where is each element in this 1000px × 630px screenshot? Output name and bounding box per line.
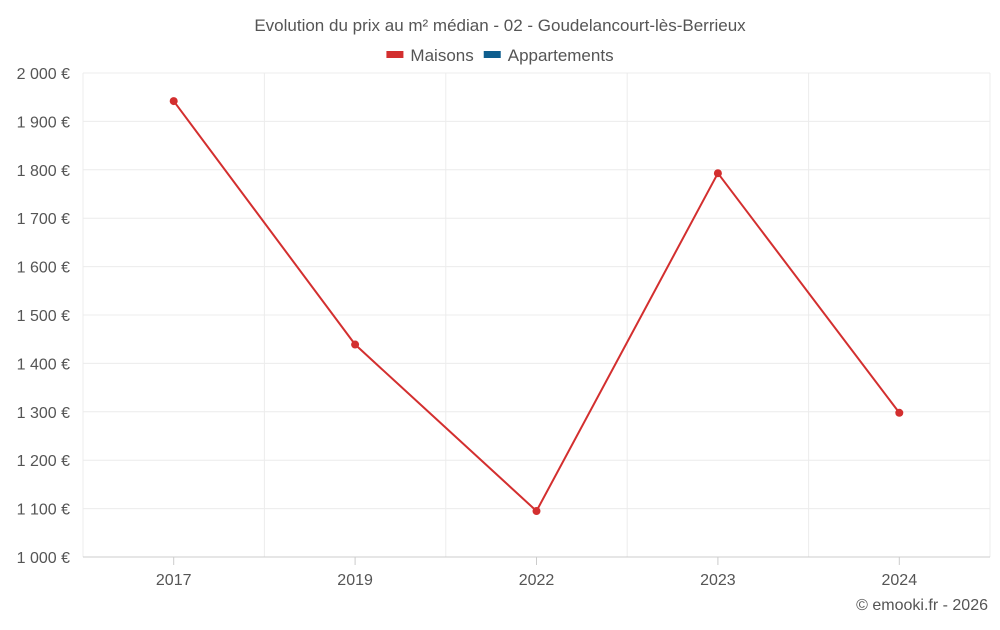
y-tick-label: 1 700 €: [17, 211, 70, 228]
y-tick-label: 1 300 €: [17, 405, 70, 422]
y-tick-label: 2 000 €: [17, 66, 70, 83]
y-tick-label: 1 100 €: [17, 502, 70, 519]
credit-text: © emooki.fr - 2026: [856, 597, 988, 614]
data-point[interactable]: [895, 408, 904, 417]
legend-item[interactable]: Appartements: [483, 46, 614, 65]
legend-item[interactable]: Maisons: [386, 46, 474, 65]
x-gridlines: [82, 73, 991, 557]
data-point[interactable]: [169, 97, 178, 106]
y-tick-label: 1 400 €: [17, 356, 70, 373]
x-axis-line: [83, 556, 990, 565]
series-points: [169, 97, 904, 516]
y-tick-label: 1 500 €: [17, 308, 70, 325]
x-axis-tick-labels: 2017 2019 2022 2023 2024: [156, 572, 917, 589]
data-point[interactable]: [713, 169, 722, 178]
legend: Maisons Appartements: [386, 46, 614, 65]
y-tick-label: 1 600 €: [17, 260, 70, 277]
y-gridlines: [83, 72, 990, 510]
legend-swatch: [483, 51, 501, 58]
y-tick-label: 1 000 €: [17, 550, 70, 567]
x-tick-label: 2019: [337, 572, 373, 589]
chart-title: Evolution du prix au m² médian - 02 - Go…: [254, 16, 746, 35]
x-tick-label: 2022: [519, 572, 555, 589]
y-tick-label: 1 800 €: [17, 163, 70, 180]
y-tick-label: 1 900 €: [17, 114, 70, 131]
data-point[interactable]: [532, 507, 541, 516]
y-axis-tick-labels: 1 000 € 1 100 € 1 200 € 1 300 € 1 400 € 1 500…: [17, 66, 70, 567]
legend-swatch: [386, 51, 404, 58]
y-tick-label: 1 200 €: [17, 453, 70, 470]
legend-label: Maisons: [410, 46, 473, 65]
series-line-0: [172, 100, 901, 513]
legend-label: Appartements: [508, 46, 614, 65]
x-tick-label: 2024: [882, 572, 918, 589]
series-lines: [172, 100, 901, 513]
x-tick-label: 2023: [700, 572, 736, 589]
x-tick-label: 2017: [156, 572, 192, 589]
data-point[interactable]: [351, 340, 360, 349]
